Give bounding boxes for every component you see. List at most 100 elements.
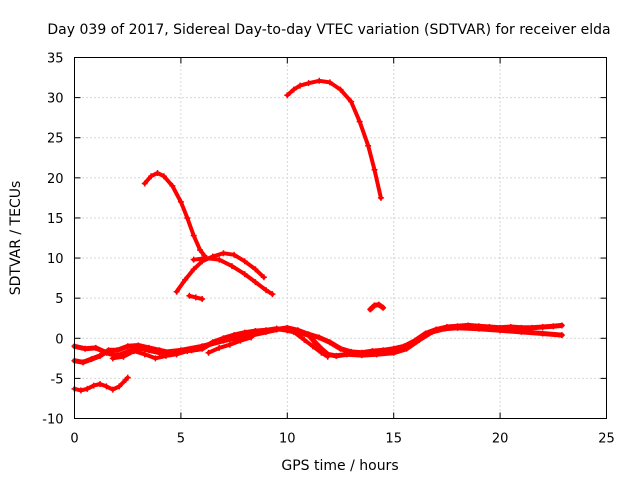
data-series xyxy=(71,77,565,394)
data-point xyxy=(92,344,99,351)
data-point xyxy=(231,332,238,339)
data-point xyxy=(550,323,557,330)
data-point xyxy=(475,325,482,332)
data-point xyxy=(326,79,333,86)
x-tick-label: 0 xyxy=(70,432,78,447)
data-point xyxy=(182,276,189,283)
data-point xyxy=(116,383,123,390)
data-point xyxy=(190,232,197,239)
data-point xyxy=(316,334,323,341)
data-point xyxy=(263,327,270,334)
data-point xyxy=(141,351,148,358)
series-bottom-segment xyxy=(72,375,130,393)
data-point xyxy=(252,279,259,286)
x-tick-label: 5 xyxy=(177,432,185,447)
data-point xyxy=(82,345,89,352)
y-tick-label: -5 xyxy=(51,372,64,387)
y-tick-label: 25 xyxy=(47,132,64,147)
x-axis-label: GPS time / hours xyxy=(281,458,398,474)
data-point xyxy=(358,352,365,359)
data-point xyxy=(269,291,276,298)
data-point xyxy=(390,349,397,356)
y-tick-label: 5 xyxy=(55,292,63,307)
data-point xyxy=(84,385,91,392)
data-point xyxy=(114,347,121,354)
x-tick-label: 10 xyxy=(279,432,296,447)
data-point xyxy=(209,339,216,346)
data-point xyxy=(135,342,142,349)
data-point xyxy=(152,355,159,362)
data-point xyxy=(497,327,504,334)
data-point xyxy=(454,324,461,331)
data-point xyxy=(318,349,325,356)
data-point xyxy=(539,330,546,337)
data-point xyxy=(290,328,297,335)
data-point xyxy=(305,80,312,87)
data-point xyxy=(184,214,191,221)
data-point xyxy=(88,356,95,363)
data-point xyxy=(173,288,180,295)
grid xyxy=(74,57,607,419)
data-point xyxy=(337,86,344,93)
data-point xyxy=(367,306,374,313)
data-point xyxy=(348,98,355,105)
x-tick-label: 15 xyxy=(385,432,402,447)
data-point xyxy=(169,182,176,189)
data-point xyxy=(260,274,267,281)
data-point xyxy=(273,325,280,332)
data-point xyxy=(97,352,104,359)
data-point xyxy=(80,359,87,366)
y-tick-label: 30 xyxy=(47,92,64,107)
data-point xyxy=(190,266,197,273)
data-point xyxy=(194,345,201,352)
data-point xyxy=(216,344,223,351)
data-point xyxy=(173,351,180,358)
data-point xyxy=(416,336,423,343)
data-point xyxy=(216,256,223,263)
data-point xyxy=(184,348,191,355)
data-point xyxy=(252,328,259,335)
data-point xyxy=(375,301,382,308)
y-axis-label: SDTVAR / TECUs xyxy=(8,181,24,296)
y-tick-label: -10 xyxy=(42,413,63,428)
data-point xyxy=(124,343,131,350)
data-point xyxy=(77,387,84,394)
data-point xyxy=(284,92,291,99)
data-point xyxy=(124,374,131,381)
data-point xyxy=(177,198,184,205)
data-point xyxy=(429,328,436,335)
plot-frame xyxy=(74,57,607,419)
data-point xyxy=(226,341,233,348)
data-point xyxy=(148,173,155,180)
data-point xyxy=(220,250,227,257)
data-point xyxy=(337,345,344,352)
data-point xyxy=(558,322,565,329)
data-point xyxy=(145,344,152,351)
axis-ticks: 0 5 10 15 20 25 -10 -5 0 5 10 15 20 25 30 35 xyxy=(42,52,615,447)
data-point xyxy=(163,352,170,359)
data-point xyxy=(109,355,116,362)
data-point xyxy=(263,287,270,294)
data-point xyxy=(237,337,244,344)
data-point xyxy=(156,347,163,354)
data-point xyxy=(199,295,206,302)
data-point xyxy=(377,194,384,201)
series-arc-peak-20 xyxy=(142,171,207,258)
data-point xyxy=(192,294,199,301)
y-tick-label: 10 xyxy=(47,252,64,267)
data-point xyxy=(371,302,378,309)
data-point xyxy=(311,339,318,346)
data-point xyxy=(403,345,410,352)
data-point xyxy=(186,292,193,299)
data-point xyxy=(141,180,148,187)
data-point xyxy=(228,263,235,270)
data-point xyxy=(326,339,333,346)
data-point xyxy=(241,258,248,265)
data-point xyxy=(103,383,110,390)
data-point xyxy=(252,266,259,273)
chart-title: Day 039 of 2017, Sidereal Day-to-day VTE… xyxy=(47,22,610,38)
data-point xyxy=(97,381,104,388)
data-point xyxy=(301,336,308,343)
data-point xyxy=(248,334,255,341)
